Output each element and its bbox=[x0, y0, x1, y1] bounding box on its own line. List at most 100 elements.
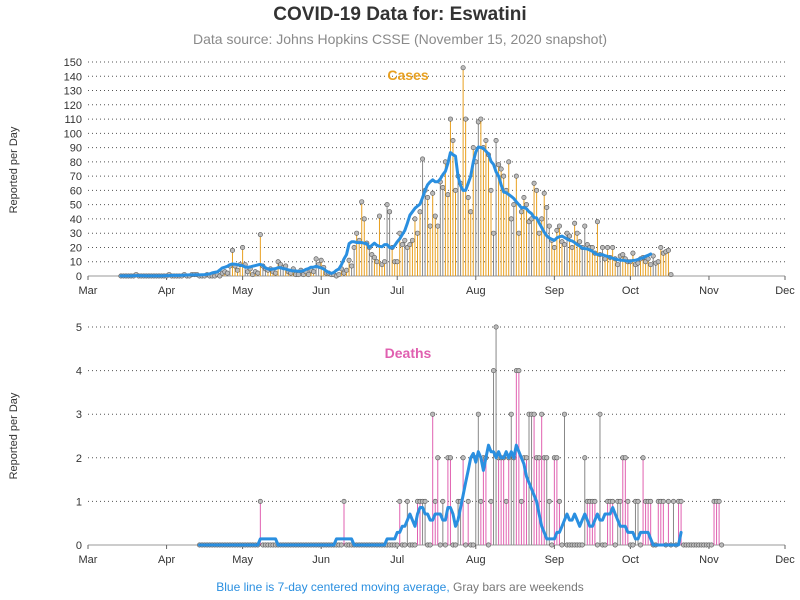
data-point bbox=[544, 205, 550, 211]
data-point bbox=[351, 244, 357, 250]
data-point bbox=[660, 498, 666, 504]
data-point bbox=[615, 262, 621, 268]
data-point bbox=[435, 455, 441, 461]
y-tick-label: 90 bbox=[70, 143, 82, 155]
data-point bbox=[508, 216, 514, 222]
data-point bbox=[658, 244, 664, 250]
data-point bbox=[719, 542, 725, 548]
data-point bbox=[376, 213, 382, 219]
data-point bbox=[412, 542, 418, 548]
data-point bbox=[349, 263, 355, 269]
data-point bbox=[427, 223, 433, 229]
y-tick-label: 130 bbox=[64, 86, 82, 98]
data-point bbox=[344, 267, 350, 273]
data-point bbox=[318, 257, 324, 263]
data-point bbox=[483, 137, 489, 143]
data-point bbox=[361, 216, 367, 222]
data-point bbox=[465, 498, 471, 504]
data-point bbox=[425, 195, 431, 201]
y-tick-label: 20 bbox=[70, 242, 82, 254]
data-point bbox=[648, 498, 654, 504]
data-point bbox=[612, 542, 618, 548]
data-point bbox=[447, 116, 453, 122]
data-point bbox=[442, 542, 448, 548]
y-tick-label: 120 bbox=[64, 100, 82, 112]
footnote-weekend-note: Gray bars are weekends bbox=[453, 580, 584, 594]
y-tick-label: 0 bbox=[76, 540, 82, 552]
data-point bbox=[409, 237, 415, 243]
data-point bbox=[341, 498, 347, 504]
data-point bbox=[511, 202, 517, 208]
x-tick-label: Nov bbox=[699, 554, 719, 566]
data-point bbox=[572, 220, 578, 226]
data-point bbox=[463, 542, 469, 548]
y-tick-label: 0 bbox=[76, 271, 82, 283]
data-point bbox=[518, 498, 524, 504]
data-point bbox=[579, 542, 585, 548]
data-point bbox=[513, 173, 519, 179]
data-point bbox=[493, 324, 499, 330]
data-point bbox=[521, 195, 527, 201]
data-point bbox=[493, 137, 499, 143]
data-point bbox=[678, 498, 684, 504]
data-point bbox=[501, 173, 507, 179]
data-point bbox=[460, 65, 466, 71]
data-point bbox=[594, 219, 600, 225]
panel-title: Cases bbox=[387, 67, 428, 83]
data-point bbox=[432, 213, 438, 219]
data-point bbox=[311, 269, 317, 275]
data-point bbox=[450, 137, 456, 143]
y-tick-label: 1 bbox=[76, 496, 82, 508]
x-tick-label: Jul bbox=[390, 285, 404, 297]
moving-average-line bbox=[119, 145, 653, 278]
data-point bbox=[295, 272, 301, 278]
data-point bbox=[435, 223, 441, 229]
chart-title: COVID-19 Data for: Eswatini bbox=[273, 4, 527, 25]
data-point bbox=[491, 368, 497, 374]
cases-panel: 0 10 20 30 40 50 60 70 80 90 100 110 120 130 140 150 Mar… bbox=[8, 57, 795, 297]
data-point bbox=[470, 542, 476, 548]
moving-average-line bbox=[198, 443, 683, 547]
x-tick-label: Mar bbox=[79, 554, 98, 566]
data-point bbox=[414, 230, 420, 236]
data-point bbox=[404, 498, 410, 504]
data-point bbox=[592, 498, 598, 504]
y-tick-label: 110 bbox=[64, 114, 82, 126]
data-point bbox=[582, 455, 588, 461]
data-point bbox=[336, 272, 342, 278]
data-point bbox=[498, 166, 504, 172]
data-point bbox=[655, 259, 661, 265]
data-point bbox=[384, 202, 390, 208]
data-point bbox=[503, 498, 509, 504]
x-tick-label: Nov bbox=[699, 285, 719, 297]
data-point bbox=[229, 247, 235, 253]
data-point bbox=[546, 498, 552, 504]
data-point bbox=[407, 242, 413, 248]
data-point bbox=[306, 272, 312, 278]
data-point bbox=[427, 542, 433, 548]
data-point bbox=[665, 247, 671, 253]
data-point bbox=[430, 190, 436, 196]
data-point bbox=[440, 498, 446, 504]
data-point bbox=[594, 542, 600, 548]
x-tick-label: May bbox=[232, 554, 253, 566]
y-tick-label: 10 bbox=[70, 257, 82, 269]
data-point bbox=[640, 455, 646, 461]
data-point bbox=[394, 259, 400, 265]
data-point bbox=[508, 411, 514, 417]
x-tick-label: Sep bbox=[545, 285, 565, 297]
data-point bbox=[224, 270, 230, 276]
data-point bbox=[554, 227, 560, 233]
data-point bbox=[412, 216, 418, 222]
chart-subtitle: Data source: Johns Hopkins CSSE (Novembe… bbox=[193, 31, 607, 47]
y-tick-label: 140 bbox=[64, 71, 82, 83]
data-point bbox=[447, 455, 453, 461]
footnote: Blue line is 7-day centered moving avera… bbox=[0, 580, 800, 594]
data-point bbox=[561, 242, 567, 248]
data-point bbox=[559, 542, 565, 548]
data-point bbox=[496, 162, 502, 168]
data-point bbox=[617, 498, 623, 504]
x-tick-label: Aug bbox=[466, 554, 486, 566]
data-point bbox=[374, 259, 380, 265]
y-tick-label: 5 bbox=[76, 322, 82, 334]
